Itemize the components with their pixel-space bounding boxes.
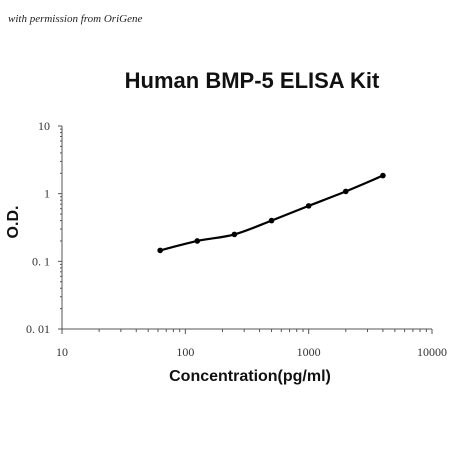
chart-title: Human BMP-5 ELISA Kit xyxy=(125,68,380,93)
data-point xyxy=(194,238,201,244)
x-tick-label: 100 xyxy=(176,345,194,359)
watermark-text: with permission from OriGene xyxy=(8,13,142,25)
y-tick-label: 0. 1 xyxy=(32,254,50,268)
fit-curve-layer xyxy=(159,174,384,252)
x-tick-label: 1000 xyxy=(297,345,321,359)
standard-curve-line xyxy=(159,174,384,252)
y-axis-label: O.D. xyxy=(5,206,22,239)
y-axis-ticks: 0. 01 0. 1 1 10 xyxy=(26,119,62,336)
data-point xyxy=(305,203,312,209)
data-point xyxy=(380,172,386,179)
x-tick-label: 10000 xyxy=(417,345,447,359)
y-tick-label: 1 xyxy=(44,187,50,201)
data-points-layer xyxy=(157,172,386,254)
x-axis-ticks: 10 100 1000 10000 xyxy=(56,329,447,359)
x-tick-label: 10 xyxy=(56,345,68,359)
y-tick-label: 10 xyxy=(38,119,50,133)
x-axis-label: Concentration(pg/ml) xyxy=(169,368,331,385)
data-point xyxy=(157,247,163,254)
data-point xyxy=(342,188,349,195)
data-point xyxy=(268,217,275,224)
data-point xyxy=(231,231,238,238)
y-tick-label: 0. 01 xyxy=(26,322,50,336)
